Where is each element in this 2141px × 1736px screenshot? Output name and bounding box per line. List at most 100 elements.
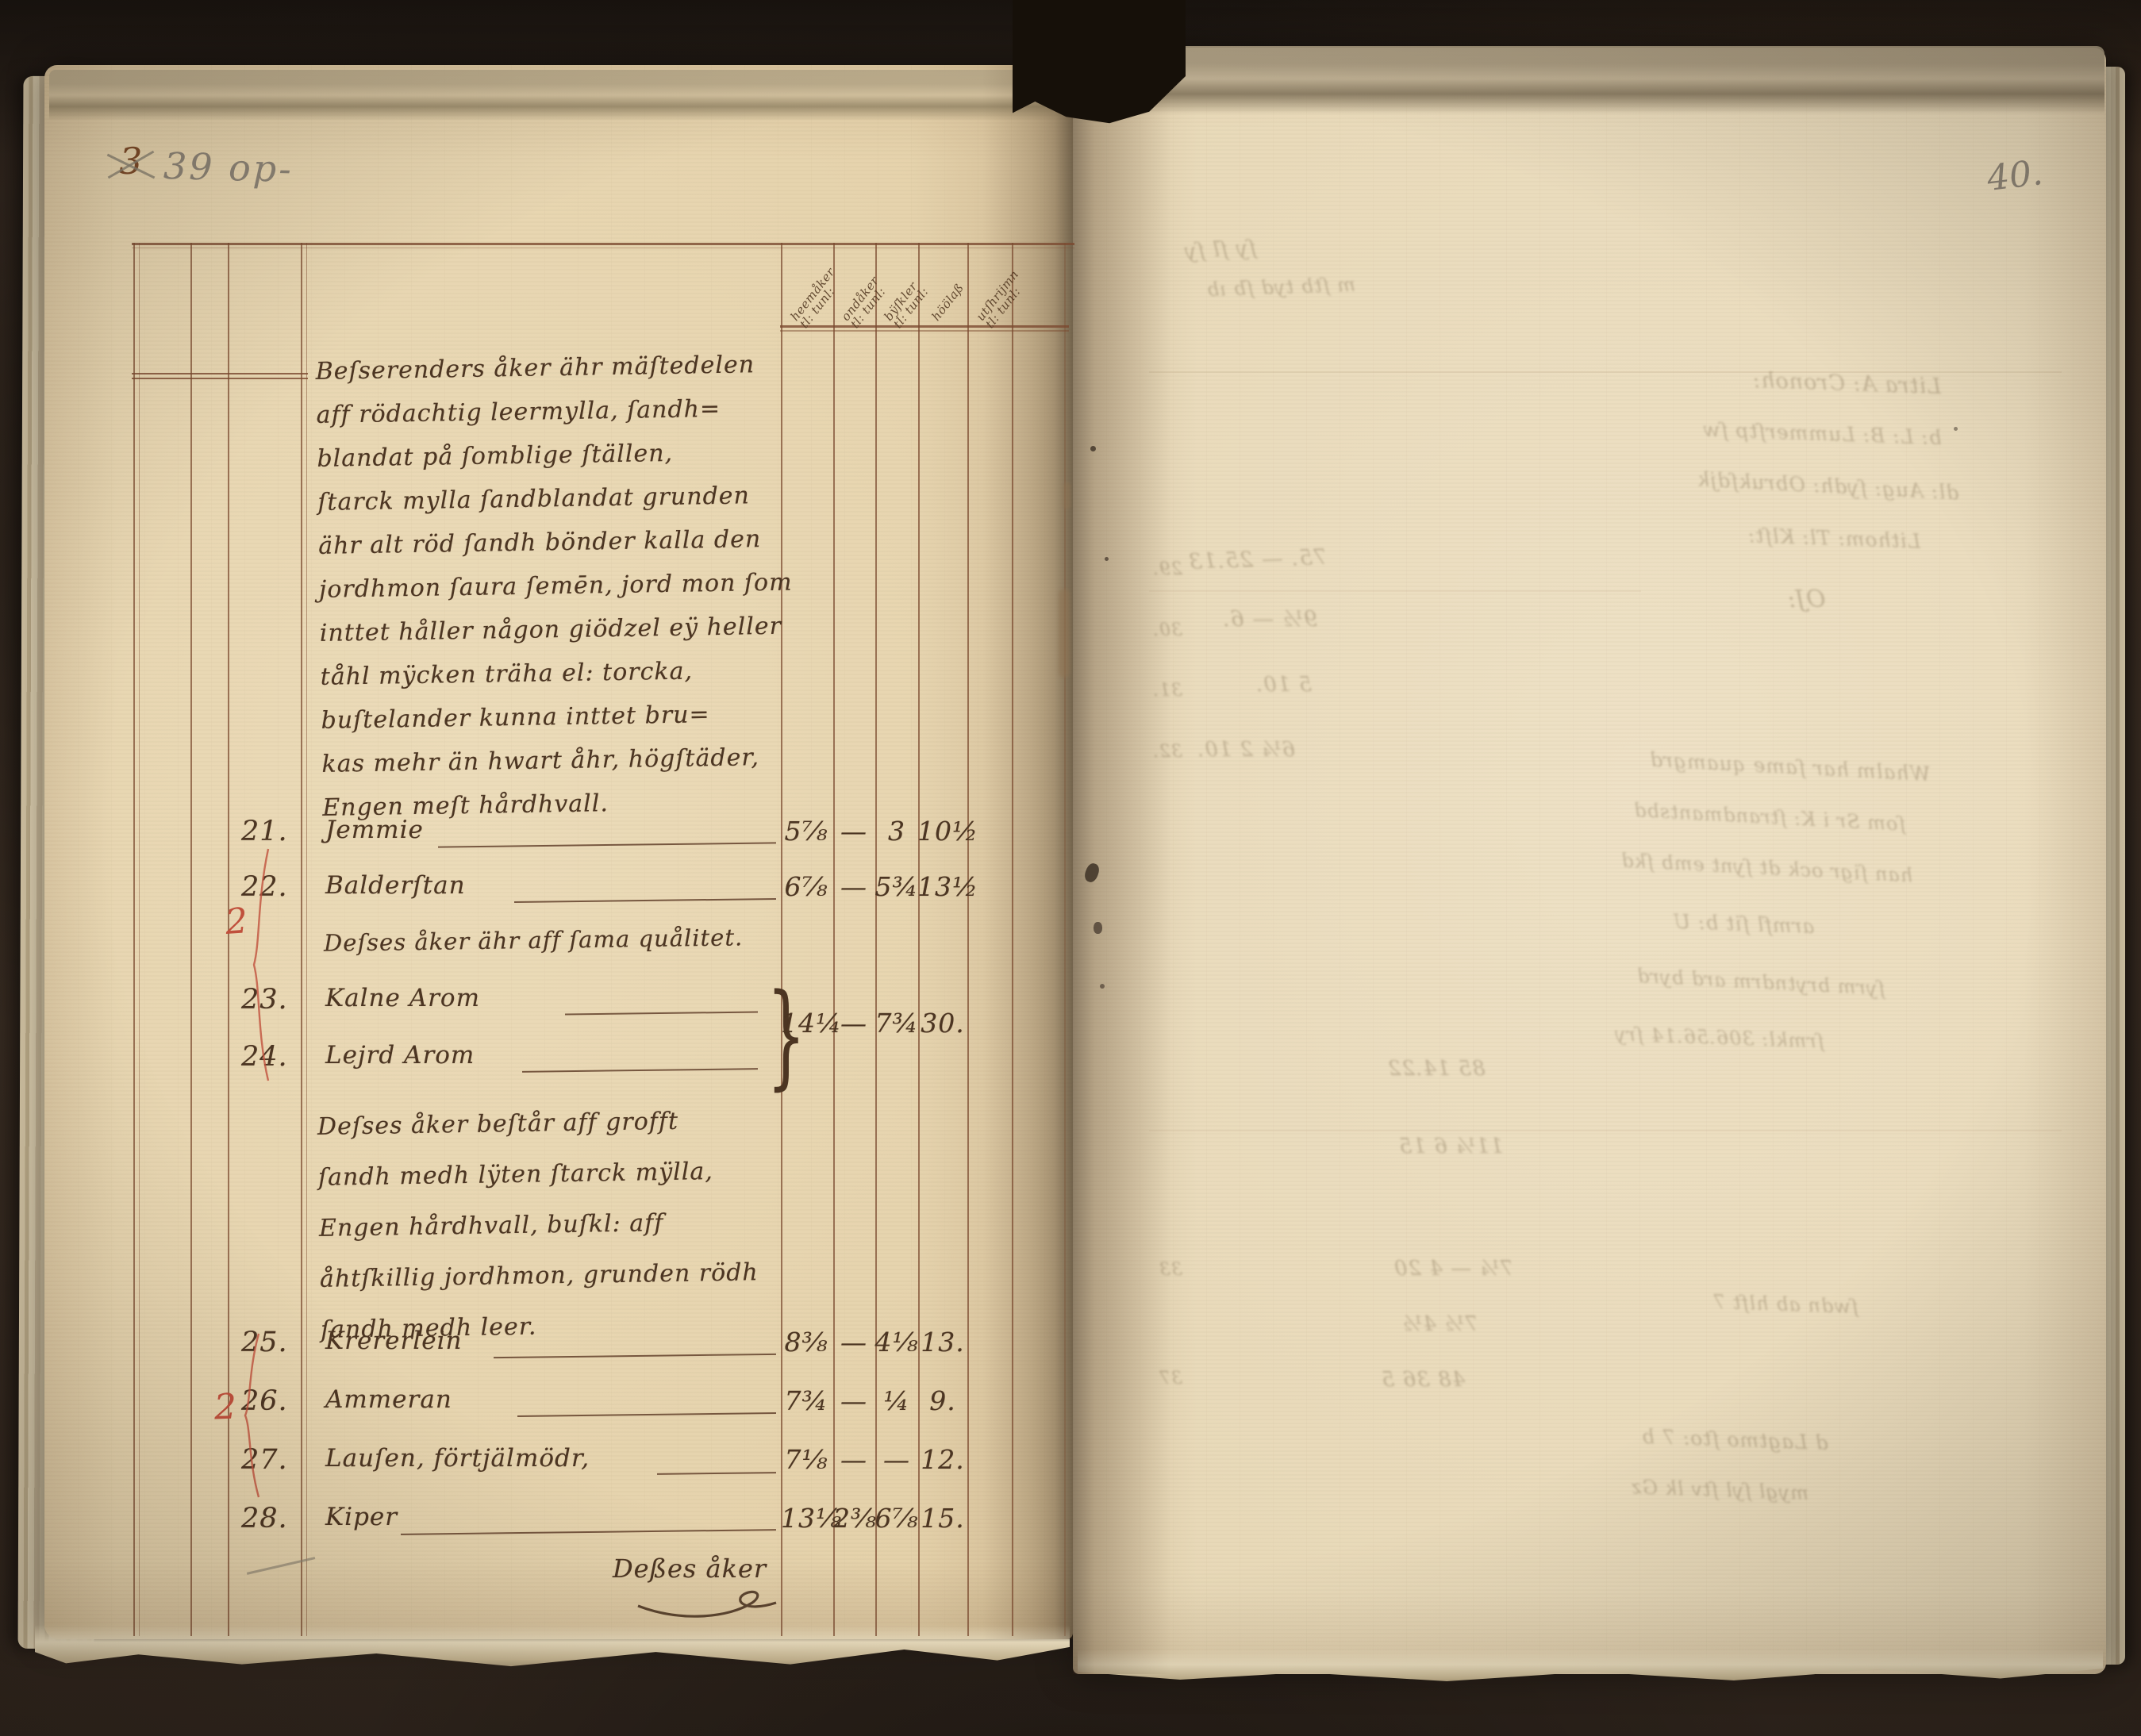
- bleedthrough-text: ſy ſl ſy: [1183, 236, 1257, 264]
- ink-speck: [1082, 861, 1101, 885]
- entry-name: Lejrd Arom: [325, 1041, 475, 1070]
- bleedthrough-text: ſwdn ab hlft 7: [1712, 1290, 1859, 1319]
- entry-value: —: [840, 871, 867, 902]
- red-bracket: [252, 848, 270, 1081]
- bleedthrough-text: mygl ſyl ſtv lk Gz: [1630, 1476, 1809, 1504]
- entry-value: ¼: [883, 1385, 910, 1416]
- entry-value: 2⅜: [833, 1503, 877, 1534]
- gutter-stain: [1059, 589, 1070, 678]
- right-page-top-edge: [1076, 46, 2104, 114]
- paragraph-line: ähr alt röd ſandh bönder kalla den: [317, 525, 762, 560]
- paragraph-line: ſtarck mylla ſandblandat grunden: [317, 482, 751, 517]
- entry-value: —: [840, 1327, 867, 1358]
- bleedthrough-text: 32.: [1152, 742, 1182, 762]
- entry-value: 8⅜: [784, 1327, 828, 1358]
- entry-name: Ammeran: [325, 1385, 452, 1414]
- red-group-number: 2: [213, 1386, 237, 1428]
- entry-number: 25.: [241, 1327, 288, 1358]
- pencil-tick: [246, 1557, 316, 1575]
- paragraph-line: aff rödachtig leermylla, ſandh=: [316, 394, 721, 429]
- table-vline: [1064, 243, 1066, 1636]
- bleedthrough-text: ſom Sr i K: ſtrandmantsbd: [1632, 799, 1907, 835]
- ink-speck: [1094, 922, 1102, 934]
- red-bracket: [244, 1333, 260, 1498]
- bleedthrough-text: 6¼ 2 10.: [1197, 738, 1296, 762]
- margin-cross-rule: [132, 378, 308, 379]
- entry-rule-line: [494, 1353, 776, 1359]
- entry-value: 9.: [929, 1385, 956, 1416]
- entry-value: 13½: [917, 871, 978, 902]
- table-vline: [781, 243, 782, 1636]
- entry-value: —: [840, 1444, 867, 1475]
- table-vline: [833, 243, 835, 1636]
- bleedthrough-text: ſrmkl: 306.56.14 ſry: [1613, 1023, 1825, 1053]
- bleedthrough-text: b: L: B: Lummerſtp ſw: [1701, 417, 1943, 450]
- paragraph-line: buſtelander kunna inttet bru=: [321, 701, 710, 735]
- ink-speck: [1090, 446, 1096, 451]
- bleedthrough-text: Whalm har ſame quamgrd: [1648, 747, 1932, 786]
- table-vline: [967, 243, 969, 1636]
- bracket-value: 14¼: [781, 1008, 842, 1039]
- right-page: [1073, 48, 2106, 1674]
- entry-rule-line: [564, 1011, 759, 1016]
- entry-number: 28.: [241, 1503, 288, 1534]
- margin-cross-rule: [132, 373, 308, 374]
- description-paragraph: Beſserenders åker ähr mäſtedelen aff röd…: [315, 342, 814, 830]
- left-page-top-edge: [49, 70, 1070, 121]
- entry-rule-line: [401, 1529, 776, 1535]
- table-vline: [133, 243, 135, 1636]
- table-vline: [918, 243, 920, 1636]
- entry-name: Krererlein: [325, 1327, 463, 1355]
- paragraph-line: kas mehr än hwart åhr, högſtäder,: [321, 743, 760, 778]
- table-vline: [190, 243, 192, 1636]
- gutter-stain: [1063, 482, 1070, 509]
- bleedthrough-text: 9½ — 6.: [1222, 607, 1318, 632]
- right-folio-number: 40.: [1985, 152, 2045, 200]
- entry-name: Kalne Arom: [325, 984, 480, 1012]
- entry-value: 5¾: [874, 871, 919, 902]
- bleedthrough-text: ſyrm brytndrm ard byrd: [1636, 964, 1886, 1001]
- bleedthrough-text: 75. — 25.13: [1187, 544, 1328, 575]
- bleedthrough-text: armfl ſit b: U: [1672, 909, 1815, 939]
- bleedthrough-text: 30.: [1152, 620, 1182, 640]
- table-vline: [875, 243, 877, 1636]
- entry-value: 13.: [921, 1327, 965, 1358]
- bleedthrough-text: d Lagtmo ſto: 7 b: [1640, 1424, 1829, 1455]
- bleedthrough-text: m ſtb tyd ſb ıb: [1205, 273, 1356, 301]
- gutter-notch: [1013, 0, 1186, 124]
- bleedthrough-text: 37: [1159, 1369, 1182, 1388]
- entry-name: Kiper: [325, 1503, 398, 1531]
- entry-number: 23.: [241, 984, 288, 1016]
- paragraph-line: blandat på ſomblige ſtällen,: [317, 439, 674, 473]
- bleedthrough-text: 7¼ — 4 20: [1393, 1257, 1514, 1281]
- ink-speck: [1954, 427, 1958, 431]
- entry-rule-line: [656, 1472, 777, 1475]
- paragraph-line: Engen hårdhvall, buſkl: aff: [318, 1209, 664, 1242]
- bleedthrough-text: dl: Aug: ſydh: Obrukſdjk: [1696, 467, 1960, 505]
- paragraph-line: inttet håller någon giödzel eÿ heller: [319, 612, 782, 647]
- entry-value: 13⅛: [781, 1503, 842, 1534]
- paragraph-line: Beſserenders åker ähr mäſtedelen: [315, 351, 755, 386]
- entry-value: 6⅞: [874, 1503, 919, 1534]
- entry-rule-line: [438, 842, 776, 848]
- entry-value: 6⅞: [784, 871, 828, 902]
- bleedthrough-rule: [1149, 590, 1641, 592]
- bracket-value: —: [840, 1008, 867, 1039]
- entry-value: 12.: [921, 1444, 965, 1475]
- bleedthrough-text: 85 14.22: [1387, 1057, 1486, 1081]
- table-vline: [139, 243, 140, 1636]
- entry-rule-line: [514, 897, 776, 904]
- entry-value: 7¾: [784, 1385, 828, 1416]
- table-vline: [301, 243, 302, 1636]
- gutter-shadow-right: [1073, 48, 1171, 1674]
- table-vline: [306, 243, 307, 1636]
- ink-speck: [1105, 557, 1109, 561]
- catchword: Deßes åker: [613, 1554, 767, 1584]
- entry-value: —: [883, 1444, 910, 1475]
- bleedthrough-text: Lithom: Tl: Klſt:: [1747, 524, 1921, 553]
- entry-name: Balderſtan: [325, 871, 466, 900]
- bleedthrough-text: 48 36 5: [1381, 1368, 1466, 1392]
- catchword-flourish: [637, 1590, 777, 1618]
